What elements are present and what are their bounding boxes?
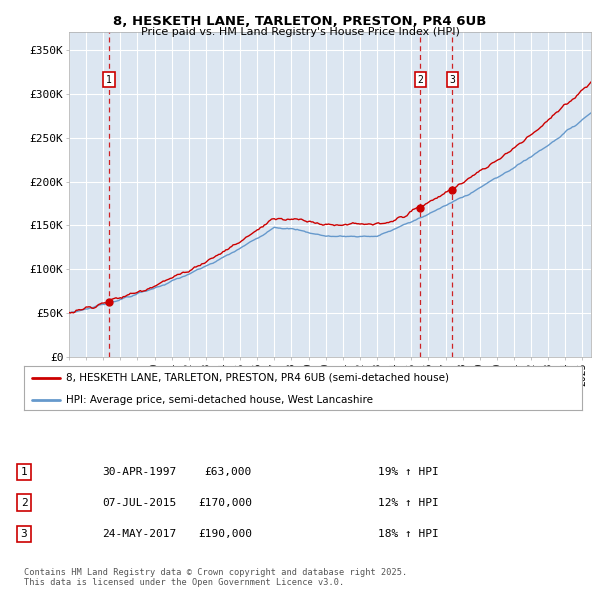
Text: 24-MAY-2017: 24-MAY-2017 [102, 529, 176, 539]
Text: 12% ↑ HPI: 12% ↑ HPI [378, 498, 439, 507]
Text: £190,000: £190,000 [198, 529, 252, 539]
Text: Price paid vs. HM Land Registry's House Price Index (HPI): Price paid vs. HM Land Registry's House … [140, 27, 460, 37]
Text: 1: 1 [106, 74, 112, 84]
Text: 8, HESKETH LANE, TARLETON, PRESTON, PR4 6UB (semi-detached house): 8, HESKETH LANE, TARLETON, PRESTON, PR4 … [66, 373, 449, 383]
Text: 1: 1 [20, 467, 28, 477]
Text: £170,000: £170,000 [198, 498, 252, 507]
Text: Contains HM Land Registry data © Crown copyright and database right 2025.
This d: Contains HM Land Registry data © Crown c… [24, 568, 407, 587]
Text: 3: 3 [20, 529, 28, 539]
Text: 2: 2 [417, 74, 423, 84]
Text: HPI: Average price, semi-detached house, West Lancashire: HPI: Average price, semi-detached house,… [66, 395, 373, 405]
Text: 18% ↑ HPI: 18% ↑ HPI [378, 529, 439, 539]
Text: 8, HESKETH LANE, TARLETON, PRESTON, PR4 6UB: 8, HESKETH LANE, TARLETON, PRESTON, PR4 … [113, 15, 487, 28]
Text: 30-APR-1997: 30-APR-1997 [102, 467, 176, 477]
Text: 19% ↑ HPI: 19% ↑ HPI [378, 467, 439, 477]
Text: £63,000: £63,000 [205, 467, 252, 477]
Text: 07-JUL-2015: 07-JUL-2015 [102, 498, 176, 507]
Text: 3: 3 [449, 74, 455, 84]
Text: 2: 2 [20, 498, 28, 507]
